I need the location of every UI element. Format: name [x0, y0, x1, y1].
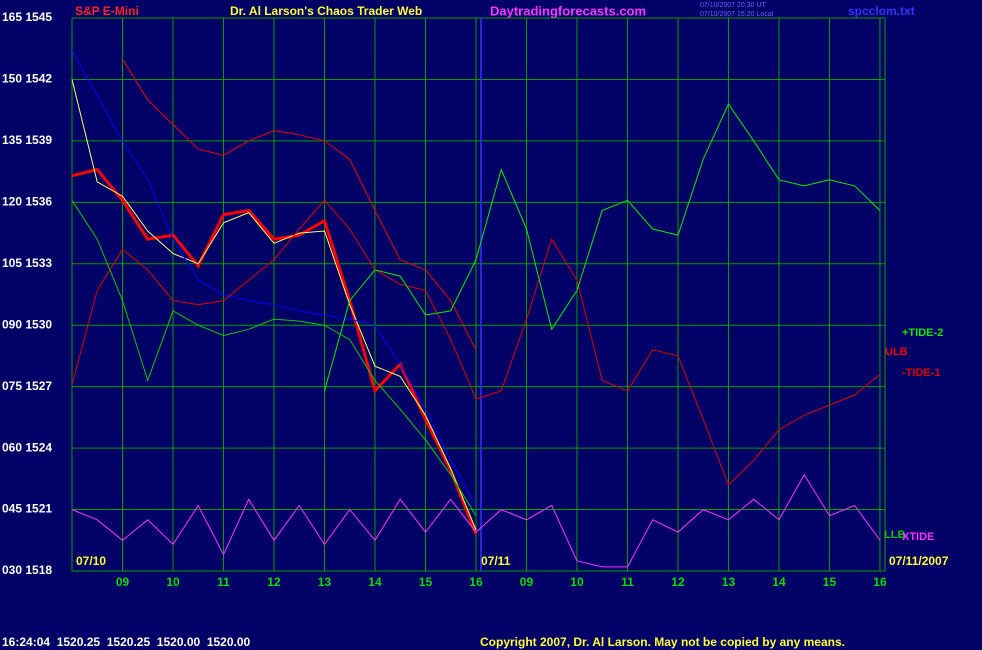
- y-tick-label: 030 1518: [2, 563, 52, 577]
- series-line: [71, 199, 881, 486]
- copyright: Copyright 2007, Dr. Al Larson. May not b…: [480, 635, 845, 649]
- x-tick-label: 13: [318, 575, 332, 589]
- y-tick-label: 120 1536: [2, 195, 52, 209]
- x-tick-label: 12: [267, 575, 281, 589]
- x-tick-label: 09: [520, 575, 534, 589]
- legend-entry: +TIDE-2: [902, 327, 943, 339]
- series-line: [71, 473, 881, 568]
- series-line: [71, 200, 477, 516]
- y-tick-label: 135 1539: [2, 133, 52, 147]
- series-line: [71, 167, 478, 535]
- series-line: [122, 58, 477, 351]
- x-tick-label: 16: [469, 575, 483, 589]
- quote: 16:24:04 1520.25 1520.25 1520.00 1520.00: [2, 635, 251, 649]
- file-name: spcclom.txt: [848, 4, 915, 18]
- date-label: 07/11/2007: [889, 554, 949, 568]
- legend-entry: -TIDE-1: [902, 367, 941, 379]
- x-tick-label: 14: [772, 575, 786, 589]
- series-line: [71, 79, 477, 531]
- x-tick-label: 11: [621, 575, 634, 589]
- x-tick-label: 10: [166, 575, 180, 589]
- timestamp: 07/10/2007 20:30 UT: [700, 2, 766, 9]
- timestamp: 07/10/2007 15:20 Local: [700, 11, 774, 18]
- subtitle: S&P E-Mini: [75, 4, 139, 18]
- x-tick-label: 15: [419, 575, 433, 589]
- legend-entry: ULB: [885, 346, 908, 358]
- y-tick-label: 060 1524: [2, 440, 52, 454]
- grid: [71, 17, 886, 572]
- x-tick-label: 10: [570, 575, 584, 589]
- y-tick-label: 165 1545: [2, 10, 52, 24]
- x-tick-label: 15: [823, 575, 837, 589]
- x-tick-label: 13: [722, 575, 736, 589]
- chart-title: Dr. Al Larson's Chaos Trader Web: [230, 4, 422, 18]
- site: Daytradingforecasts.com: [490, 3, 646, 18]
- series-group: [71, 50, 881, 568]
- plot-border: [71, 17, 886, 572]
- y-tick-label: 045 1521: [2, 502, 52, 516]
- series-line: [71, 50, 477, 506]
- x-tick-label: 14: [368, 575, 382, 589]
- x-tick-label: 16: [873, 575, 887, 589]
- x-tick-label: 09: [116, 575, 130, 589]
- y-tick-label: 075 1527: [2, 379, 52, 393]
- y-tick-label: 105 1533: [2, 256, 52, 270]
- y-tick-label: 150 1542: [2, 72, 52, 86]
- x-tick-label: 12: [671, 575, 685, 589]
- y-tick-label: 090 1530: [2, 317, 52, 331]
- x-tick-label: 11: [217, 575, 230, 589]
- date-label: 07/10: [76, 554, 106, 568]
- series-line: [324, 102, 881, 391]
- legend-entry: LLB: [884, 529, 905, 541]
- legend-entry: XTIDE: [902, 531, 934, 543]
- date-label: 07/11: [481, 554, 511, 568]
